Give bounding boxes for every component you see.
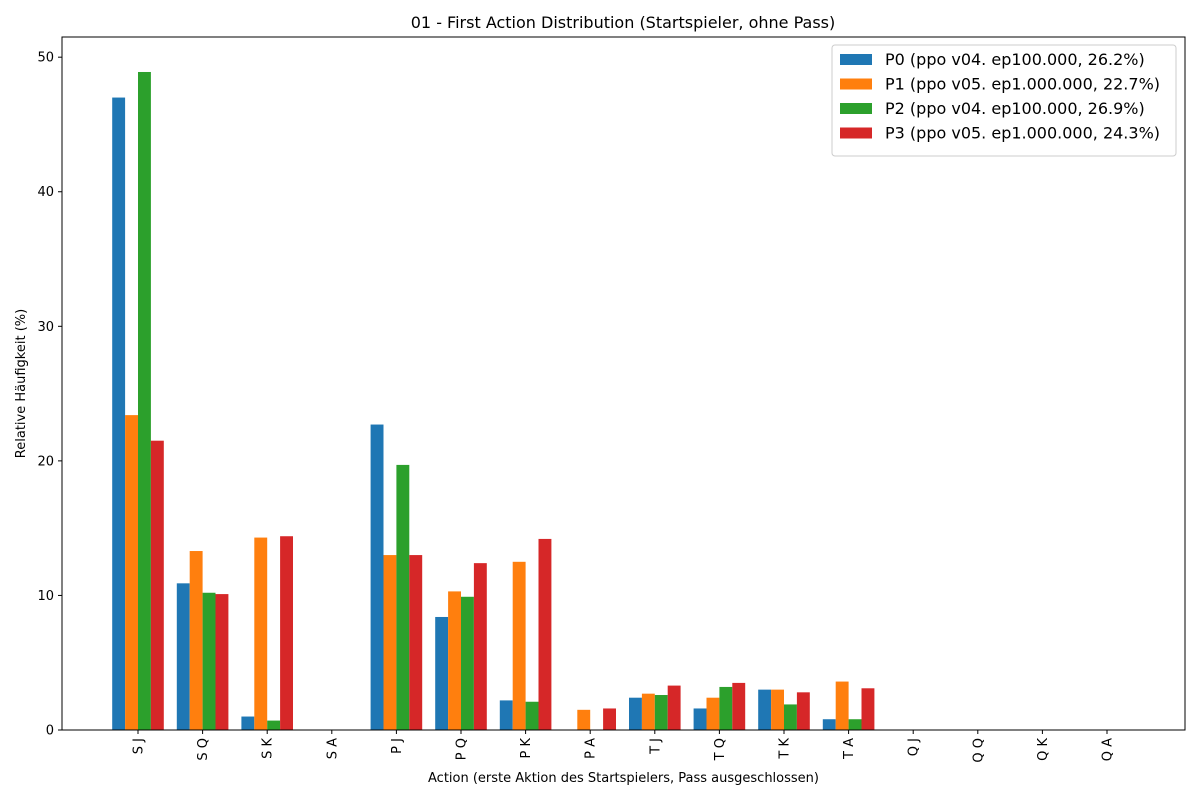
bar-SQ-p3 (215, 594, 229, 730)
bar-TQ-p2 (719, 686, 733, 730)
bar-PQ-p0 (435, 616, 449, 730)
y-tick-label: 30 (37, 320, 54, 335)
bar-PJ-p0 (370, 424, 384, 730)
legend-frame (831, 44, 1177, 157)
x-tick-label: P A (584, 738, 599, 759)
y-tick-label: 10 (37, 589, 54, 604)
bar-PQ-p1 (448, 591, 461, 730)
x-tick-label: S Q (196, 738, 211, 761)
legend-swatch-p2 (840, 103, 872, 114)
x-axis-title: Action (erste Aktion des Startspielers, … (428, 771, 819, 786)
bar-PJ-p3 (409, 555, 423, 730)
bar-PQ-p3 (473, 563, 487, 730)
bar-SQ-p1 (189, 551, 203, 730)
chart-title: 01 - First Action Distribution (Startspi… (411, 13, 835, 32)
bar-TK-p3 (796, 692, 810, 730)
legend-swatch-p1 (840, 78, 872, 90)
bar-PJ-p1 (383, 555, 397, 730)
bar-SJ-p0 (112, 97, 126, 731)
bar-SJ-p2 (138, 71, 151, 731)
bar-SJ-p3 (150, 440, 164, 730)
bar-PA-p1 (577, 709, 591, 730)
y-tick-label: 20 (37, 454, 54, 469)
bar-PA-p3 (603, 708, 616, 730)
legend-label-p1: P1 (ppo v05. ep1.000.000, 22.7%) (885, 75, 1160, 94)
bar-PK-p1 (512, 561, 526, 730)
bar-SQ-p2 (202, 592, 216, 730)
y-axis-title: Relative Häufigkeit (%) (14, 309, 29, 458)
legend-swatch-p0 (840, 54, 872, 65)
bar-PJ-p2 (396, 464, 410, 730)
x-tick-label: T Q (713, 738, 728, 761)
legend: P0 (ppo v04. ep100.000, 26.2%) P1 (ppo v0… (831, 44, 1177, 157)
x-tick-label: T K (778, 738, 793, 760)
bar-TJ-p3 (667, 685, 681, 730)
plot-frame (61, 36, 1186, 731)
y-axis: 0 10 20 30 40 50 (37, 51, 62, 739)
bar-SK-p1 (254, 537, 268, 730)
x-tick-label: T J (648, 738, 663, 755)
x-tick-label: Q J (907, 738, 922, 756)
bar-TJ-p2 (654, 695, 668, 730)
x-tick-label: P K (519, 738, 534, 759)
bar-TQ-p3 (732, 682, 746, 730)
bar-SK-p3 (280, 536, 293, 730)
bar-TQ-p0 (693, 708, 707, 730)
bar-TA-p1 (835, 681, 849, 730)
legend-label-p2: P2 (ppo v04. ep100.000, 26.9%) (885, 99, 1145, 118)
bar-SQ-p0 (176, 583, 190, 730)
x-tick-label: S J (132, 738, 147, 754)
x-tick-label: Q A (1101, 738, 1116, 761)
x-tick-label: S A (325, 738, 340, 759)
bar-PK-p2 (525, 701, 539, 730)
x-tick-label: P J (390, 738, 405, 754)
bar-SK-p0 (241, 716, 255, 730)
bar-PK-p3 (538, 538, 552, 730)
bar-SK-p2 (267, 720, 281, 730)
bar-PQ-p2 (461, 596, 474, 730)
x-tick-label: P Q (455, 738, 470, 760)
legend-label-p3: P3 (ppo v05. ep1.000.000, 24.3%) (885, 124, 1160, 143)
bar-TK-p0 (758, 689, 772, 730)
y-tick-label: 50 (37, 51, 54, 66)
y-tick-label: 0 (46, 724, 54, 739)
bar-TJ-p0 (629, 697, 642, 730)
x-tick-label: T A (842, 738, 857, 760)
bar-TA-p3 (861, 688, 875, 730)
bar-PK-p0 (499, 700, 513, 730)
x-tick-label: Q Q (971, 738, 986, 763)
bars-group (112, 71, 875, 731)
plot-area: 0 10 20 30 40 50 S J S Q S K S A P J P Q P K P A T J T… (37, 36, 1186, 763)
bar-TK-p1 (771, 689, 784, 730)
bar-TK-p2 (784, 704, 797, 730)
bar-TJ-p1 (641, 693, 655, 730)
legend-label-p0: P0 (ppo v04. ep100.000, 26.2%) (885, 50, 1145, 69)
x-tick-label: S K (261, 738, 276, 759)
bar-TA-p2 (848, 719, 862, 730)
bar-TQ-p1 (706, 697, 720, 730)
bar-SJ-p1 (125, 415, 138, 730)
x-tick-label: Q K (1036, 738, 1051, 761)
y-tick-label: 40 (37, 185, 54, 200)
legend-swatch-p3 (840, 127, 872, 139)
bar-TA-p0 (822, 719, 836, 730)
